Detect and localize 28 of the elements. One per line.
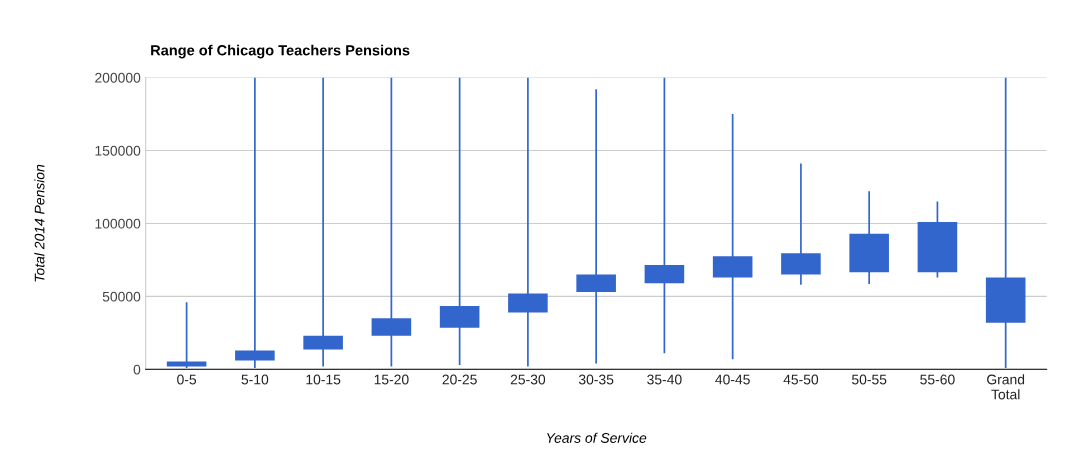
candlestick — [712, 114, 753, 360]
y-tick-label: 50000 — [102, 291, 141, 302]
x-tick-label: 30-35 — [578, 374, 614, 385]
x-tick-label: 20-25 — [442, 374, 477, 385]
x-axis-title: Years of Service — [547, 432, 647, 443]
candlestick — [303, 77, 343, 367]
x-tick-label: 50-55 — [851, 374, 887, 385]
x-tick-label: 0-5 — [177, 374, 197, 385]
candlestick — [985, 77, 1026, 368]
x-tick-label: 10-15 — [306, 374, 341, 385]
x-tick-label: 40-45 — [715, 374, 750, 385]
x-tick-label: 35-40 — [647, 374, 682, 385]
y-tick-label: 100000 — [95, 218, 141, 229]
y-tick-label: 200000 — [95, 72, 141, 83]
x-tick-label: 15-20 — [374, 374, 409, 385]
candlestick — [781, 163, 821, 285]
y-tick-label: 0 — [133, 364, 141, 375]
x-tick-label: Grand Total — [987, 374, 1025, 400]
x-tick-label: 5-10 — [241, 374, 269, 385]
y-tick-label: 150000 — [95, 145, 141, 156]
x-tick-label: 55-60 — [920, 374, 955, 385]
x-tick-label: 25-30 — [510, 374, 546, 385]
y-axis-title: Total 2014 Pension — [34, 164, 45, 282]
candlestick — [235, 77, 275, 368]
x-tick-label: 45-50 — [783, 374, 819, 385]
chart-title: Range of Chicago Teachers Pensions — [151, 44, 410, 59]
candlestick — [508, 77, 548, 367]
candlestick — [576, 89, 616, 364]
